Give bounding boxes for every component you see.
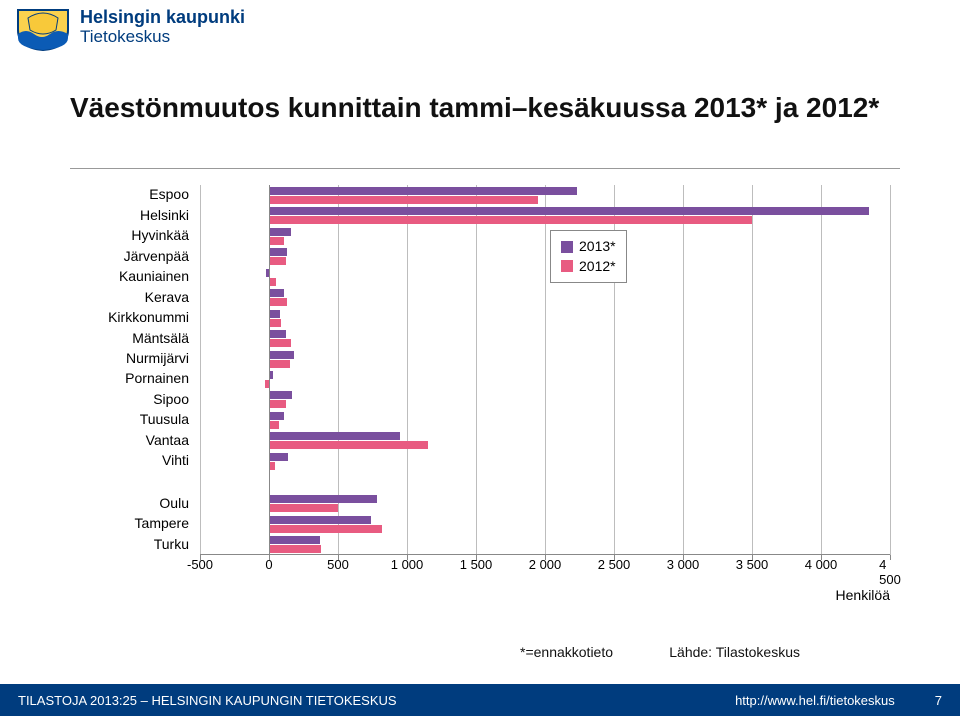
bar (269, 228, 291, 236)
bar (269, 516, 371, 524)
bar (269, 391, 292, 399)
bar (269, 207, 869, 215)
bar (269, 412, 284, 420)
bar (269, 441, 428, 449)
category-label: Kauniainen (119, 268, 195, 284)
header: Helsingin kaupunki Tietokeskus (16, 8, 245, 57)
legend-swatch (561, 241, 573, 253)
x-tick-label: 1 000 (391, 557, 424, 572)
category-label: Mäntsälä (132, 330, 195, 346)
bar (269, 248, 287, 256)
grid-line (890, 185, 891, 555)
footer-bar: TILASTOJA 2013:25 – HELSINGIN KAUPUNGIN … (0, 684, 960, 716)
x-axis-title: Henkilöä (836, 587, 890, 603)
x-tick-label: 3 500 (736, 557, 769, 572)
bar (269, 278, 276, 286)
bar (269, 330, 286, 338)
bar (269, 187, 577, 195)
category-label: Kerava (145, 289, 195, 305)
bar (269, 400, 286, 408)
category-labels: Espoo Helsinki Hyvinkää Järvenpää Kauniainen… (80, 185, 195, 555)
legend-label: 2013* (579, 237, 616, 257)
x-tick-label: 1 500 (460, 557, 493, 572)
bar (269, 351, 294, 359)
category-label: Espoo (149, 186, 195, 202)
legend-label: 2012* (579, 257, 616, 277)
footer-left: TILASTOJA 2013:25 – HELSINGIN KAUPUNGIN … (18, 693, 397, 708)
footnote-row: *=ennakkotieto Lähde: Tilastokeskus (520, 644, 800, 660)
category-label: Nurmijärvi (126, 350, 195, 366)
bar (269, 339, 291, 347)
grid-line (407, 185, 408, 555)
category-label: Oulu (159, 495, 195, 511)
category-label: Vihti (162, 452, 195, 468)
zero-line (269, 185, 270, 555)
category-label: Helsinki (140, 207, 195, 223)
bar (269, 310, 280, 318)
population-change-chart: Espoo Helsinki Hyvinkää Järvenpää Kauniainen… (80, 185, 900, 615)
x-tick-label: 4 500 (879, 557, 901, 587)
x-tick-label: 0 (265, 557, 272, 572)
bar (269, 289, 284, 297)
footer-page-number: 7 (935, 693, 942, 708)
page-title: Väestönmuutos kunnittain tammi–kesäkuuss… (70, 90, 900, 125)
footnote-left: *=ennakkotieto (520, 644, 613, 660)
x-axis-ticks: -50005001 0001 5002 0002 5003 0003 5004 … (200, 557, 890, 577)
bar (269, 257, 286, 265)
category-label: Hyvinkää (131, 227, 195, 243)
category-label: Sipoo (153, 391, 195, 407)
grid-line (545, 185, 546, 555)
org-name-line1: Helsingin kaupunki (80, 8, 245, 28)
helsinki-crest-icon (16, 8, 70, 57)
bar (269, 216, 752, 224)
x-tick-label: 3 000 (667, 557, 700, 572)
bar (269, 525, 382, 533)
x-tick-label: 2 000 (529, 557, 562, 572)
bar (269, 495, 377, 503)
category-label: Kirkkonummi (108, 309, 195, 325)
bar (269, 319, 281, 327)
category-label: Järvenpää (124, 248, 195, 264)
header-text: Helsingin kaupunki Tietokeskus (80, 8, 245, 46)
chart-legend: 2013*2012* (550, 230, 627, 283)
category-label: Pornainen (125, 370, 195, 386)
x-axis-line (200, 554, 890, 555)
bar (269, 504, 338, 512)
bar (269, 432, 400, 440)
footnote-right: Lähde: Tilastokeskus (669, 644, 800, 660)
legend-item: 2013* (561, 237, 616, 257)
bar (269, 453, 288, 461)
org-name-line2: Tietokeskus (80, 28, 245, 47)
bar (269, 360, 290, 368)
bar (269, 545, 321, 553)
legend-item: 2012* (561, 257, 616, 277)
x-tick-label: 2 500 (598, 557, 631, 572)
x-tick-label: 4 000 (805, 557, 838, 572)
grid-line (476, 185, 477, 555)
bar (269, 298, 287, 306)
bar (269, 421, 279, 429)
bar (269, 237, 284, 245)
category-label: Turku (154, 536, 195, 552)
category-label: Tuusula (140, 411, 195, 427)
bar (269, 196, 538, 204)
category-label: Tampere (135, 515, 195, 531)
x-tick-label: -500 (187, 557, 213, 572)
grid-line (752, 185, 753, 555)
grid-line (683, 185, 684, 555)
legend-swatch (561, 260, 573, 272)
category-label: Vantaa (146, 432, 195, 448)
footer-link[interactable]: http://www.hel.fi/tietokeskus (735, 693, 895, 708)
title-underline (70, 168, 900, 169)
bar (269, 536, 320, 544)
plot-area (200, 185, 890, 555)
x-tick-label: 500 (327, 557, 349, 572)
grid-line (200, 185, 201, 555)
footer-right-group: http://www.hel.fi/tietokeskus 7 (735, 693, 942, 708)
grid-line (821, 185, 822, 555)
